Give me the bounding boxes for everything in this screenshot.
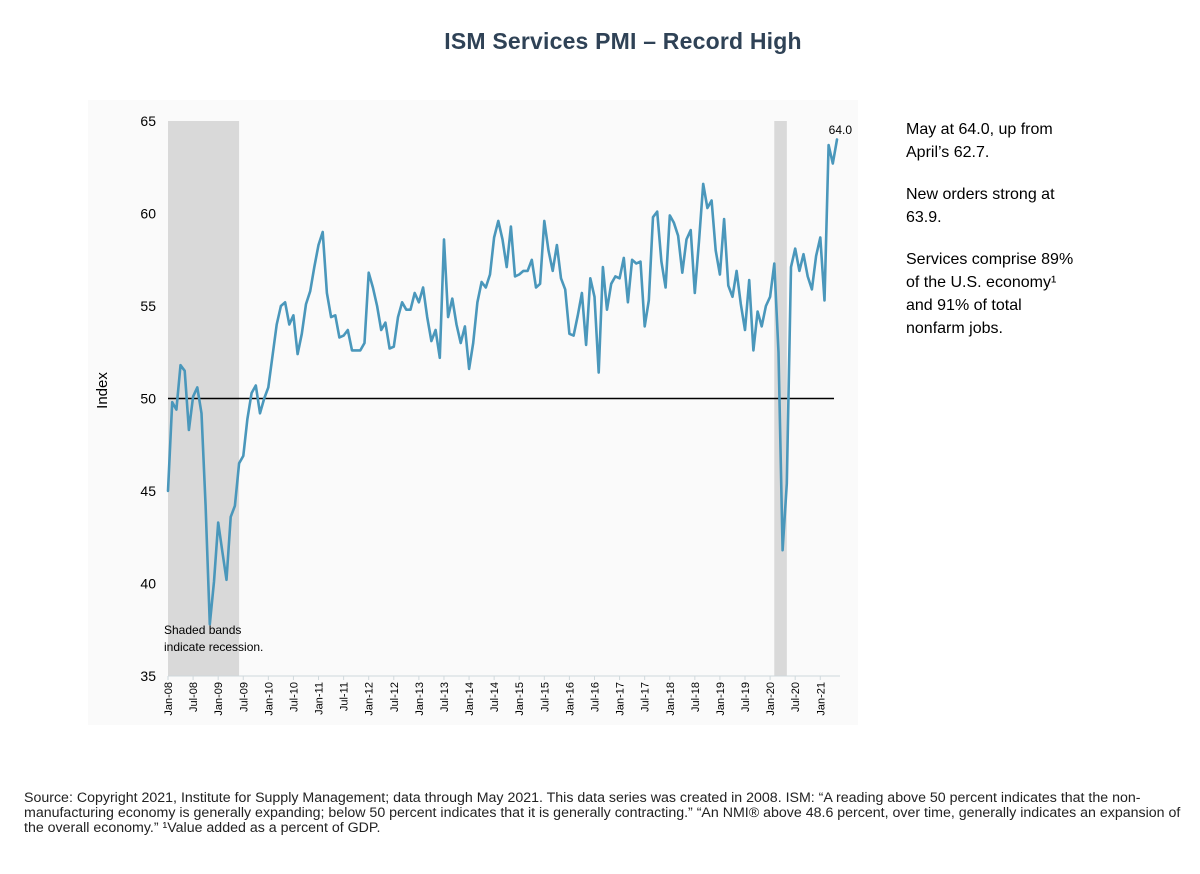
- y-tick-label: 55: [140, 298, 156, 314]
- x-tick-label: Jul-08: [188, 682, 200, 712]
- x-tick-label: Jan-15: [514, 682, 526, 716]
- x-tick-label: Jan-14: [464, 682, 476, 716]
- y-tick-label: 60: [140, 206, 156, 222]
- x-tick-label: Jan-08: [163, 682, 175, 716]
- x-tick-label: Jan-11: [314, 682, 326, 715]
- y-tick-label: 50: [140, 391, 156, 407]
- x-tick-label: Jul-18: [690, 682, 702, 712]
- chart-title: ISM Services PMI – Record High: [444, 28, 802, 54]
- x-tick-label: Jul-20: [790, 682, 802, 712]
- x-tick-label: Jul-17: [640, 682, 652, 712]
- x-tick-label: Jul-13: [439, 682, 451, 712]
- x-tick-label: Jan-09: [213, 682, 225, 716]
- x-tick-label: Jan-21: [815, 682, 827, 716]
- x-tick-label: Jul-16: [589, 682, 601, 712]
- x-tick-label: Jul-09: [238, 682, 250, 712]
- x-tick-label: Jul-14: [489, 682, 501, 712]
- x-tick-label: Jan-10: [263, 682, 275, 716]
- y-axis-label: Index: [94, 372, 111, 409]
- x-tick-label: Jul-12: [389, 682, 401, 712]
- source-footnote: Source: Copyright 2021, Institute for Su…: [24, 790, 1181, 836]
- x-tick-label: Jan-16: [564, 682, 576, 716]
- last-value-label: 64.0: [829, 123, 853, 137]
- y-tick-label: 40: [140, 576, 156, 592]
- x-tick-label: Jan-17: [615, 682, 627, 716]
- recession-annotation-line1: Shaded bands: [164, 623, 241, 637]
- x-tick-label: Jul-15: [539, 682, 551, 712]
- x-tick-label: Jan-20: [765, 682, 777, 716]
- x-tick-label: Jan-18: [665, 682, 677, 716]
- x-tick-label: Jan-12: [364, 682, 376, 716]
- y-tick-label: 35: [140, 668, 156, 684]
- x-tick-label: Jul-11: [339, 682, 351, 711]
- x-tick-label: Jan-19: [715, 682, 727, 716]
- note-new-orders: New orders strong at 63.9.: [906, 186, 1055, 226]
- pmi-series-line: [166, 138, 839, 626]
- note-services-share: Services comprise 89% of the U.S. econom…: [906, 251, 1074, 337]
- y-tick-label: 65: [140, 113, 156, 129]
- x-tick-label: Jul-19: [740, 682, 752, 712]
- x-tick-label: Jan-13: [414, 682, 426, 716]
- line-chart: 35 40 45 50 55 60 65 Index Jan-08 Jul-08 Jan-09 Jul…: [94, 113, 853, 716]
- commentary-notes: May at 64.0, up from April’s 62.7. New o…: [906, 118, 1082, 359]
- note-may-value: May at 64.0, up from April’s 62.7.: [906, 121, 1053, 161]
- y-tick-label: 45: [140, 483, 156, 499]
- recession-annotation-line2: indicate recession.: [164, 640, 263, 654]
- chart-area: 35 40 45 50 55 60 65 Index Jan-08 Jul-08 Jan-09 Jul…: [88, 100, 858, 725]
- x-tick-label: Jul-10: [288, 682, 300, 712]
